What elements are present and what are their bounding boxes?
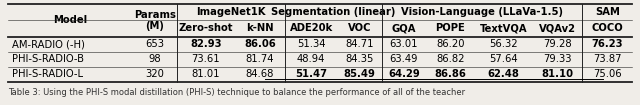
Text: 86.86: 86.86 xyxy=(434,69,466,79)
Text: Model: Model xyxy=(53,15,87,25)
Text: 82.93: 82.93 xyxy=(190,39,221,49)
Text: Params
(M): Params (M) xyxy=(134,10,176,31)
Text: PHI-S-RADIO-L: PHI-S-RADIO-L xyxy=(12,69,83,79)
Text: 73.61: 73.61 xyxy=(191,54,220,64)
Text: 653: 653 xyxy=(145,39,164,49)
Text: 79.33: 79.33 xyxy=(543,54,572,64)
Text: VQAv2: VQAv2 xyxy=(539,23,576,33)
Text: 62.48: 62.48 xyxy=(488,69,519,79)
Text: COCO: COCO xyxy=(591,23,623,33)
Text: 81.74: 81.74 xyxy=(246,54,274,64)
Text: 85.49: 85.49 xyxy=(344,69,376,79)
Text: VOC: VOC xyxy=(348,23,371,33)
Text: Vision-Language (LLaVa-1.5): Vision-Language (LLaVa-1.5) xyxy=(401,7,563,17)
Text: 76.23: 76.23 xyxy=(591,39,623,49)
Text: 84.71: 84.71 xyxy=(345,39,374,49)
Text: 81.10: 81.10 xyxy=(541,69,573,79)
Text: 81.01: 81.01 xyxy=(192,69,220,79)
Text: ADE20k: ADE20k xyxy=(289,23,333,33)
Text: 84.35: 84.35 xyxy=(346,54,374,64)
Text: 84.68: 84.68 xyxy=(246,69,274,79)
Text: 56.32: 56.32 xyxy=(489,39,518,49)
Text: ImageNet1K: ImageNet1K xyxy=(196,7,266,17)
Text: PHI-S-RADIO-B: PHI-S-RADIO-B xyxy=(12,54,83,64)
Text: 86.82: 86.82 xyxy=(436,54,465,64)
Text: 98: 98 xyxy=(148,54,161,64)
Text: 64.29: 64.29 xyxy=(388,69,420,79)
Text: Segmentation (linear): Segmentation (linear) xyxy=(271,7,396,17)
Text: SAM: SAM xyxy=(595,7,620,17)
Text: POPE: POPE xyxy=(435,23,465,33)
Text: 51.34: 51.34 xyxy=(297,39,325,49)
Text: 57.64: 57.64 xyxy=(489,54,518,64)
Text: 86.06: 86.06 xyxy=(244,39,276,49)
Text: 51.47: 51.47 xyxy=(295,69,327,79)
Text: k-NN: k-NN xyxy=(246,23,274,33)
Text: 75.06: 75.06 xyxy=(593,69,621,79)
Text: 48.94: 48.94 xyxy=(297,54,325,64)
Text: 86.20: 86.20 xyxy=(436,39,465,49)
Text: TextVQA: TextVQA xyxy=(479,23,527,33)
Text: 73.87: 73.87 xyxy=(593,54,621,64)
Text: 320: 320 xyxy=(145,69,164,79)
Text: 79.28: 79.28 xyxy=(543,39,572,49)
Text: AM-RADIO (-H): AM-RADIO (-H) xyxy=(12,39,84,49)
Text: GQA: GQA xyxy=(392,23,416,33)
Text: Zero-shot: Zero-shot xyxy=(179,23,233,33)
Text: 63.01: 63.01 xyxy=(390,39,418,49)
Text: 63.49: 63.49 xyxy=(390,54,418,64)
Text: Table 3: Using the PHI-S modal distillation (PHI-S) technique to balance the per: Table 3: Using the PHI-S modal distillat… xyxy=(8,88,465,97)
